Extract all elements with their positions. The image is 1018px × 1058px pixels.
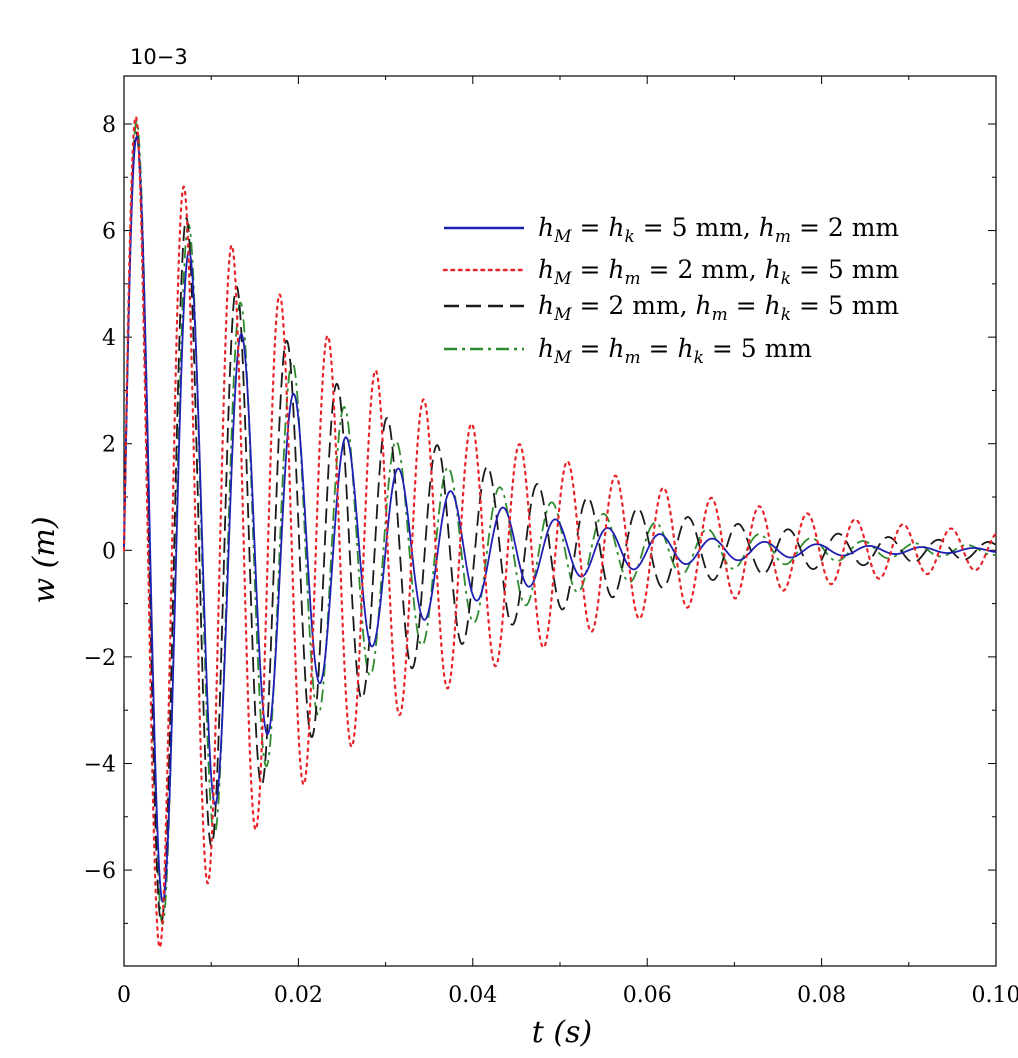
legend: hM = hk = 5 mm, hm = 2 mm hM = hm = 2 mm,… bbox=[442, 213, 899, 368]
x-tick-label: 0.08 bbox=[797, 983, 846, 1008]
series-line-1 bbox=[123, 136, 997, 903]
legend-label-2: hM = hm = 2 mm, hk = 5 mm bbox=[538, 255, 899, 289]
y-tick-label: 6 bbox=[102, 220, 116, 245]
y-tick-label: −4 bbox=[84, 752, 116, 777]
plot-frame bbox=[123, 75, 997, 967]
series-line-2 bbox=[122, 115, 998, 949]
y-tick-label: 4 bbox=[102, 326, 116, 351]
x-tick-label: 0 bbox=[117, 983, 131, 1008]
x-axis-label: t (s) bbox=[532, 1015, 592, 1050]
y-tick-label: −2 bbox=[84, 646, 116, 671]
y-axis-label: w (m) bbox=[27, 516, 62, 603]
y-axis-label-text: w (m) bbox=[27, 516, 62, 603]
y-multiplier-label: 10−3 bbox=[130, 45, 188, 69]
legend-label-4: hM = hm = hk = 5 mm bbox=[538, 334, 812, 368]
x-tick-label: 0.04 bbox=[448, 983, 497, 1008]
x-tick-label: 0.06 bbox=[623, 983, 672, 1008]
y-tick-label: −6 bbox=[84, 859, 116, 884]
y-axis-ticks: −6 −4 −2 0 2 4 6 8 bbox=[84, 113, 996, 924]
y-tick-label: 0 bbox=[102, 539, 116, 564]
y-tick-label: 8 bbox=[102, 113, 116, 138]
x-tick-label: 0.02 bbox=[274, 983, 323, 1008]
x-axis-label-text: t (s) bbox=[532, 1015, 592, 1050]
y-tick-label: 2 bbox=[102, 433, 116, 458]
x-tick-label: 0.10 bbox=[972, 983, 1018, 1008]
legend-label-1: hM = hk = 5 mm, hm = 2 mm bbox=[538, 213, 899, 247]
x-axis-ticks: 0 0.02 0.04 0.06 0.08 0.10 bbox=[117, 76, 1018, 1008]
series-layer bbox=[122, 115, 998, 949]
legend-label-3: hM = 2 mm, hm = hk = 5 mm bbox=[538, 291, 899, 325]
series-line-3 bbox=[123, 131, 997, 924]
